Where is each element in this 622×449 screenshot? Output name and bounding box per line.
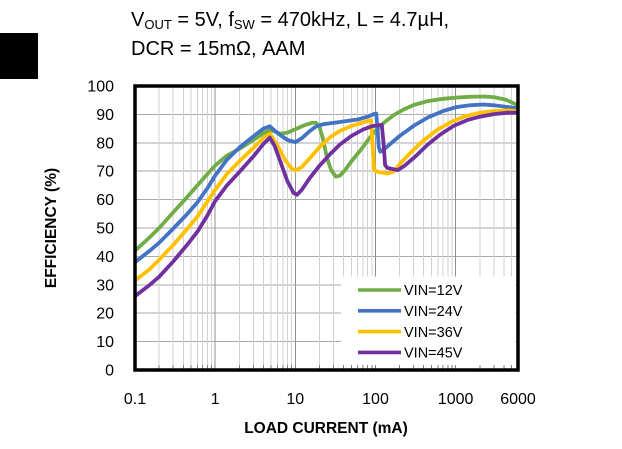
y-tick-label: 90 (96, 107, 114, 124)
legend-label-vin-45v: VIN=45V (404, 346, 463, 362)
x-tick-labels: 0.1 1 10 100 1000 6000 (124, 391, 536, 408)
title-text: V (131, 9, 145, 31)
title-text: = 470kHz, L = 4.7µH, (254, 9, 450, 31)
y-tick-label: 50 (96, 221, 114, 238)
y-tick-label: 30 (96, 277, 114, 294)
title-text: DCR = 15mΩ, AAM (131, 38, 306, 60)
x-tick-label: 1 (211, 391, 220, 408)
plot-border (133, 84, 520, 372)
legend-entries: VIN=12V VIN=24V VIN=36V VIN=45V (358, 283, 463, 362)
x-axis-label: LOAD CURRENT (mA) (244, 420, 408, 437)
y-tick-label: 70 (96, 164, 114, 181)
y-axis-label: EFFICIENCY (%) (43, 168, 60, 288)
y-tick-label: 20 (96, 306, 114, 323)
legend-label-vin-12v: VIN=12V (404, 283, 463, 299)
legend-label-vin-24v: VIN=24V (404, 304, 463, 320)
y-tick-label: 80 (96, 135, 114, 152)
x-tick-label: 0.1 (124, 391, 146, 408)
series-line-vin-45v (135, 110, 518, 299)
y-tick-label: 40 (96, 249, 114, 266)
series-line-vin-36v (135, 108, 518, 283)
series-lines (135, 94, 518, 299)
x-tick-label: 1000 (438, 391, 474, 408)
title-subscript: OUT (144, 17, 172, 32)
y-tick-label: 100 (87, 79, 114, 96)
chart-title: VOUT = 5V, fSW = 470kHz, L = 4.7µH, DCR =… (131, 6, 449, 64)
legend-label-vin-36v: VIN=36V (404, 325, 463, 341)
page-tab-marker (0, 33, 38, 79)
title-subscript: SW (233, 17, 255, 32)
y-tick-label: 10 (96, 334, 114, 351)
series-line-vin-24v (135, 102, 518, 265)
x-tick-label: 10 (286, 391, 304, 408)
x-tick-label: 6000 (500, 391, 536, 408)
y-tick-label: 60 (96, 192, 114, 209)
y-tick-label: 0 (105, 363, 114, 380)
series-line-vin-12v (135, 94, 518, 253)
y-tick-labels: 0 10 20 30 40 50 60 70 80 90 100 (87, 79, 114, 380)
title-text: = 5V, f (171, 9, 234, 31)
x-tick-label: 100 (362, 391, 389, 408)
